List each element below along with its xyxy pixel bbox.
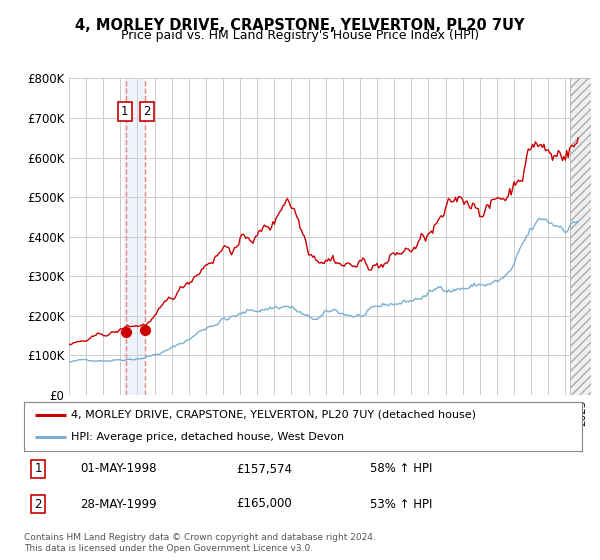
Text: Contains HM Land Registry data © Crown copyright and database right 2024.
This d: Contains HM Land Registry data © Crown c… (24, 533, 376, 553)
Bar (569, 78, 591, 395)
Text: 53% ↑ HPI: 53% ↑ HPI (370, 497, 433, 511)
Text: 1: 1 (121, 105, 128, 118)
Text: 2: 2 (34, 497, 42, 511)
Text: 28-MAY-1999: 28-MAY-1999 (80, 497, 157, 511)
Text: 4, MORLEY DRIVE, CRAPSTONE, YELVERTON, PL20 7UY: 4, MORLEY DRIVE, CRAPSTONE, YELVERTON, P… (75, 18, 525, 33)
Text: £165,000: £165,000 (236, 497, 292, 511)
Text: 4, MORLEY DRIVE, CRAPSTONE, YELVERTON, PL20 7UY (detached house): 4, MORLEY DRIVE, CRAPSTONE, YELVERTON, P… (71, 410, 476, 420)
Text: 1: 1 (34, 463, 42, 475)
Text: £157,574: £157,574 (236, 463, 292, 475)
Text: HPI: Average price, detached house, West Devon: HPI: Average price, detached house, West… (71, 432, 344, 442)
Text: 58% ↑ HPI: 58% ↑ HPI (370, 463, 433, 475)
Bar (569, 78, 591, 395)
Bar (569, 78, 591, 395)
Text: 01-MAY-1998: 01-MAY-1998 (80, 463, 156, 475)
Text: Price paid vs. HM Land Registry's House Price Index (HPI): Price paid vs. HM Land Registry's House … (121, 29, 479, 42)
Text: 2: 2 (143, 105, 151, 118)
Bar (124, 78, 145, 395)
